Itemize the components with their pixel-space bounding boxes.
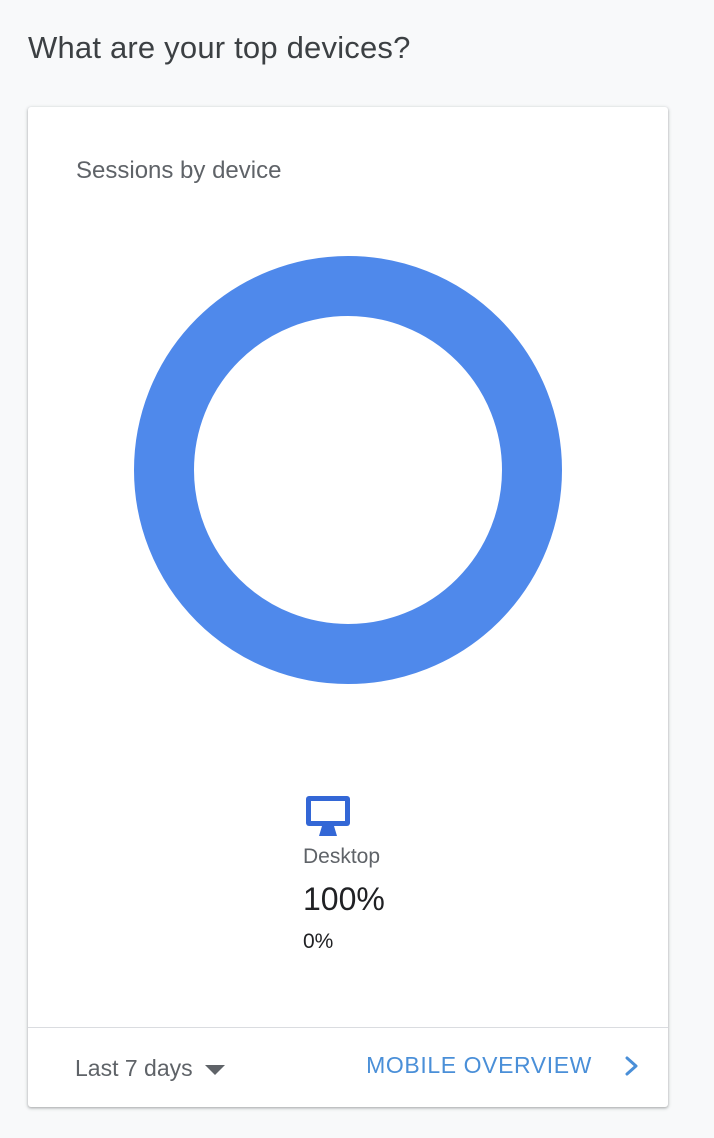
date-range-dropdown[interactable]: Last 7 days: [75, 1055, 225, 1082]
donut-chart: [134, 256, 562, 684]
legend-device-share: 100%: [303, 881, 385, 917]
caret-down-icon: [204, 1064, 225, 1075]
mobile-overview-label: MOBILE OVERVIEW: [366, 1052, 592, 1078]
mobile-overview-link[interactable]: MOBILE OVERVIEW: [366, 1052, 640, 1079]
donut-slice-desktop[interactable]: [134, 256, 562, 684]
chevron-right-icon: [625, 1056, 638, 1075]
card-footer: Last 7 days MOBILE OVERVIEW: [28, 1027, 668, 1107]
chart-legend: Desktop 100% 0%: [303, 795, 503, 954]
sessions-by-device-card: Sessions by device Desktop 100% 0% Last …: [28, 107, 668, 1107]
page-title: What are your top devices?: [28, 30, 411, 65]
legend-device-change: 0%: [303, 930, 334, 953]
card-title: Sessions by device: [76, 157, 282, 184]
legend-device-label: Desktop: [303, 845, 381, 868]
date-range-label: Last 7 days: [75, 1055, 193, 1081]
desktop-icon: [306, 796, 350, 836]
